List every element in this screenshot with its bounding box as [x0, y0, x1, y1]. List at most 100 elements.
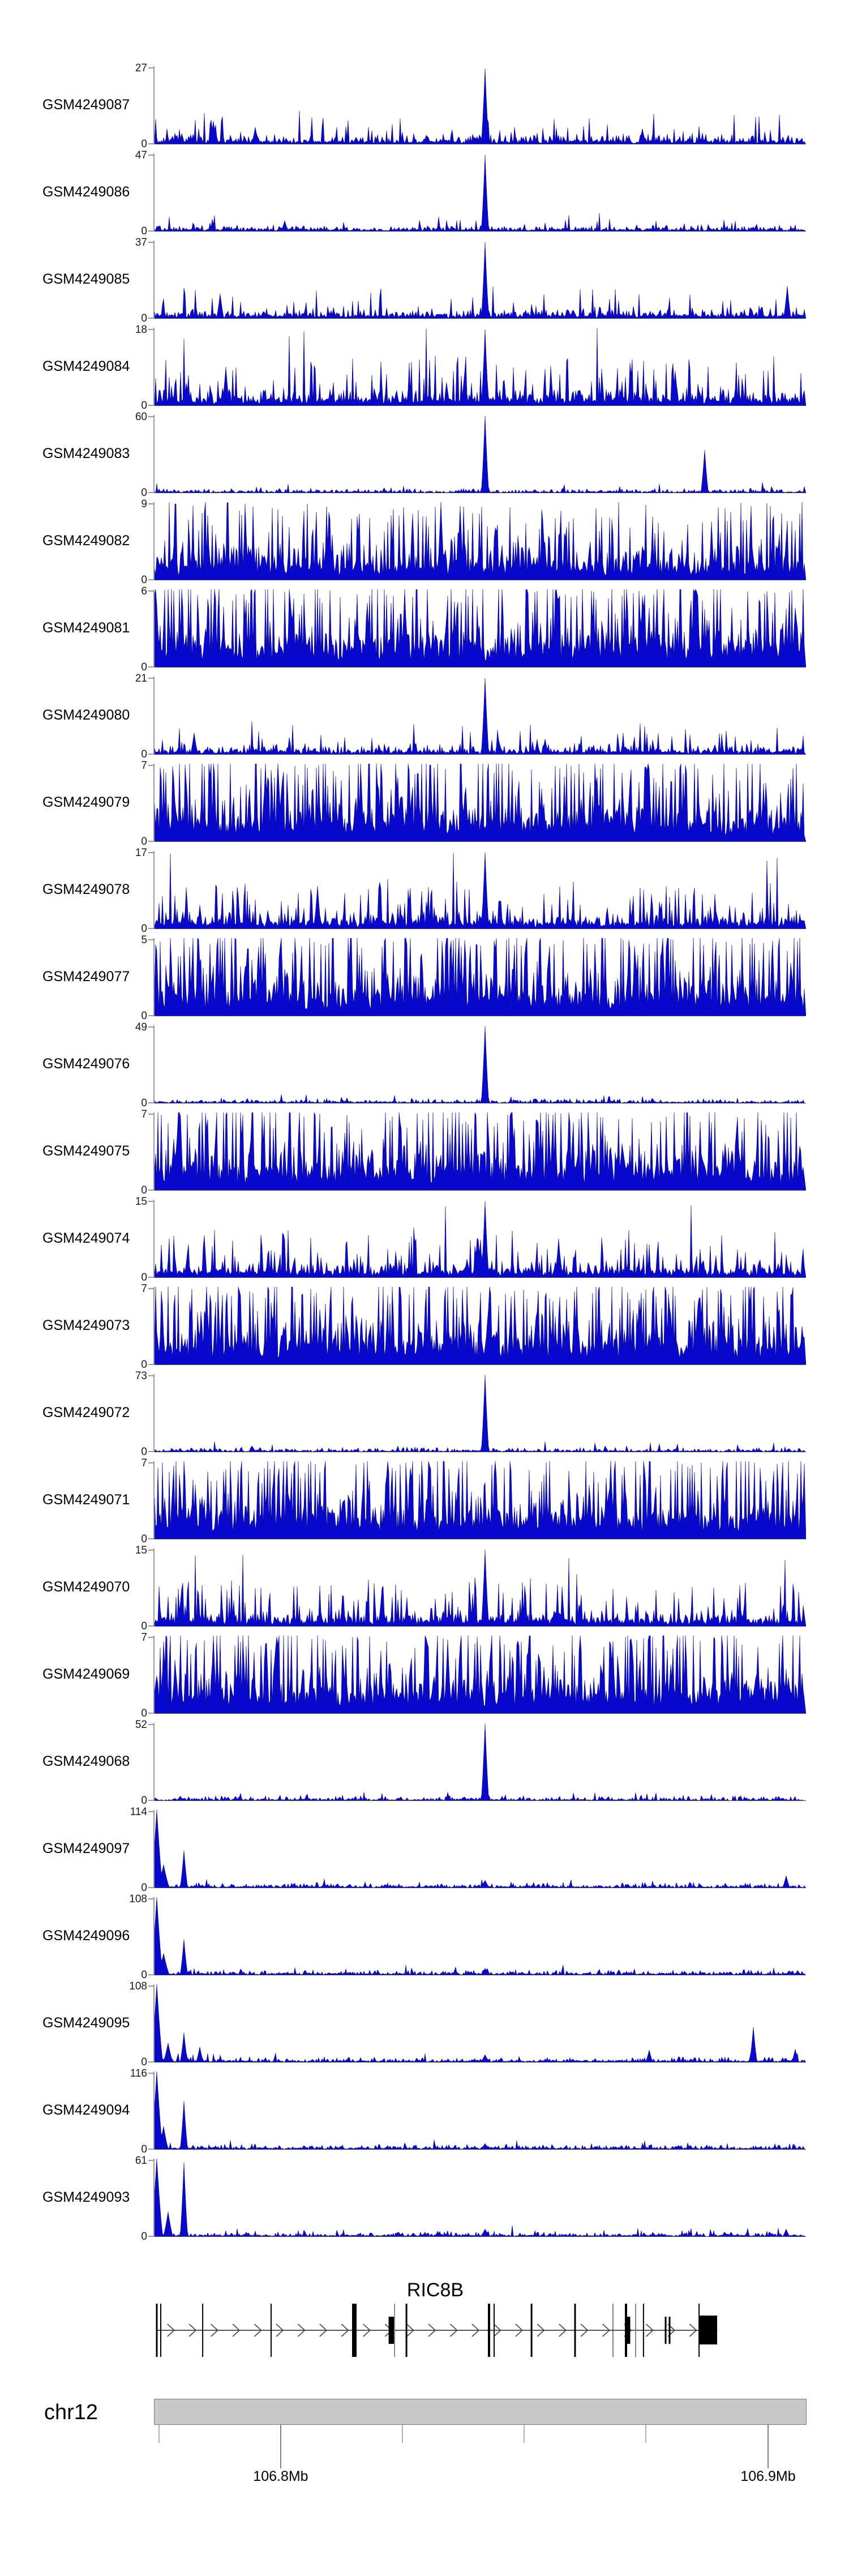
track-ymin-label: 0	[141, 225, 147, 237]
track-signal-histogram	[155, 1810, 806, 1888]
strand-arrow-icon	[602, 2323, 610, 2337]
strand-arrow-icon	[689, 2323, 697, 2337]
track-sample-label: GSM4249073	[42, 1317, 130, 1333]
track-yaxis-top-tick	[148, 503, 155, 504]
track-sample-label: GSM4249097	[42, 1841, 130, 1856]
track-ymin-label: 0	[141, 1533, 147, 1545]
track-yaxis-bottom-tick	[148, 1451, 155, 1452]
track-signal-histogram	[155, 2072, 806, 2150]
track-ymax-label: 15	[135, 1196, 147, 1208]
strand-arrow-icon	[428, 2323, 436, 2337]
track-ymax-label: 73	[135, 1370, 147, 1382]
axis-ticks	[158, 2425, 769, 2468]
track-ymin-label: 0	[141, 1010, 147, 1022]
track-ymin-label: 0	[141, 2143, 147, 2155]
strand-arrow-icon	[363, 2323, 371, 2337]
exon-box	[494, 2304, 495, 2357]
track-yaxis-top-tick	[148, 939, 155, 940]
track-signal-histogram	[155, 1723, 806, 1801]
track-yaxis-bottom-tick	[148, 405, 155, 406]
track-signal-histogram	[155, 852, 806, 929]
track-yaxis-bottom-tick	[148, 2236, 155, 2237]
track-yaxis-bottom-tick	[148, 230, 155, 232]
track-yaxis-line	[153, 66, 155, 144]
track-ymax-label: 17	[135, 847, 147, 859]
track-sample-label: GSM4249076	[42, 1056, 130, 1072]
gene-name-label: RIC8B	[406, 2279, 464, 2301]
track-signal-histogram	[155, 155, 806, 232]
track-ymax-label: 7	[141, 1632, 147, 1644]
track-yaxis-top-tick	[148, 1462, 155, 1464]
strand-arrow-icon	[645, 2323, 654, 2337]
track-yaxis-line	[153, 1025, 155, 1103]
track-sample-label: GSM4249083	[42, 446, 130, 461]
track-yaxis-top-tick	[148, 2160, 155, 2161]
track-ymin-label: 0	[141, 748, 147, 760]
exon-box	[156, 2304, 158, 2357]
exon-box	[394, 2304, 396, 2357]
track-ymin-label: 0	[141, 1359, 147, 1371]
track-yaxis-top-tick	[148, 67, 155, 69]
track-yaxis-line	[153, 415, 155, 493]
strand-arrow-icon	[188, 2323, 197, 2337]
track-ymin-label: 0	[141, 574, 147, 586]
axis-tick-label: 106.8Mb	[253, 2468, 308, 2484]
exon-box	[352, 2304, 357, 2357]
track-yaxis-bottom-tick	[148, 754, 155, 755]
gene-model-drawing	[156, 2304, 718, 2357]
track-ymax-label: 108	[129, 1893, 147, 1905]
strand-arrow-icon	[341, 2323, 349, 2337]
track-ymin-label: 0	[141, 1272, 147, 1283]
track-ymin-label: 0	[141, 1446, 147, 1458]
exon-box	[405, 2304, 408, 2357]
exon-box	[635, 2304, 636, 2357]
track-ymin-label: 0	[141, 661, 147, 673]
track-ymin-label: 0	[141, 1882, 147, 1894]
track-yaxis-bottom-tick	[148, 2149, 155, 2150]
track-sample-label: GSM4249079	[42, 794, 130, 810]
track-ymin-label: 0	[141, 138, 147, 150]
track-yaxis-top-tick	[148, 2073, 155, 2074]
track-sample-label: GSM4249078	[42, 882, 130, 897]
strand-arrow-icon	[211, 2323, 218, 2337]
track-ymin-label: 0	[141, 923, 147, 935]
exon-box	[626, 2317, 631, 2344]
track-yaxis-top-tick	[148, 242, 155, 243]
track-yaxis-bottom-tick	[148, 928, 155, 929]
chromosome-bar	[154, 2399, 807, 2425]
track-yaxis-bottom-tick	[148, 1713, 155, 1714]
strand-arrow-icon	[449, 2323, 458, 2337]
track-ymax-label: 27	[135, 62, 147, 74]
track-yaxis-line	[153, 153, 155, 232]
track-yaxis-line	[153, 2159, 155, 2237]
track-signal-histogram	[155, 1636, 806, 1714]
track-yaxis-bottom-tick	[148, 666, 155, 667]
track-ymin-label: 0	[141, 313, 147, 324]
track-signal-histogram	[155, 1375, 806, 1452]
track-yaxis-line	[153, 1548, 155, 1627]
track-yaxis-top-tick	[148, 1637, 155, 1638]
track-ymax-label: 108	[129, 1980, 147, 1992]
track-yaxis-bottom-tick	[148, 1189, 155, 1191]
track-signal-histogram	[155, 1984, 806, 2062]
track-yaxis-line	[153, 1374, 155, 1452]
strand-arrow-icon	[406, 2323, 414, 2337]
track-sample-label: GSM4249082	[42, 533, 130, 549]
track-yaxis-bottom-tick	[148, 492, 155, 493]
track-yaxis-bottom-tick	[148, 1800, 155, 1801]
track-yaxis-top-tick	[148, 416, 155, 417]
track-yaxis-top-tick	[148, 1898, 155, 1899]
track-yaxis-bottom-tick	[148, 1015, 155, 1016]
exon-box	[642, 2304, 644, 2357]
chromosome-label: chr12	[44, 2400, 98, 2424]
track-yaxis-bottom-tick	[148, 1625, 155, 1627]
track-yaxis-line	[153, 1461, 155, 1539]
track-yaxis-bottom-tick	[148, 841, 155, 842]
track-yaxis-line	[153, 1897, 155, 1975]
track-ymax-label: 49	[135, 1021, 147, 1033]
track-signal-histogram	[155, 242, 806, 319]
track-yaxis-line	[153, 1112, 155, 1191]
track-ymin-label: 0	[141, 836, 147, 848]
track-signal-histogram	[155, 1201, 806, 1278]
track-ymax-label: 7	[141, 1457, 147, 1469]
